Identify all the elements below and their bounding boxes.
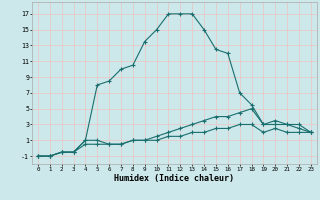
X-axis label: Humidex (Indice chaleur): Humidex (Indice chaleur) [115,174,234,183]
